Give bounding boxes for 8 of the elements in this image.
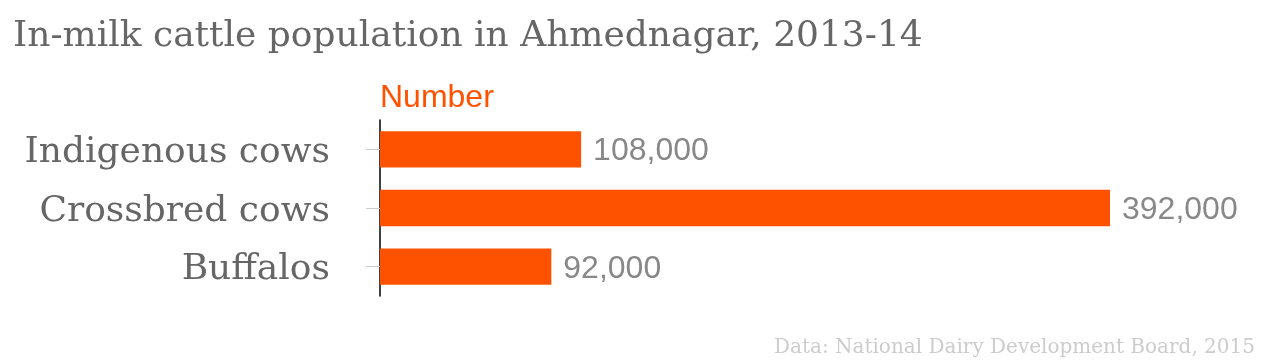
y-tick-label: Crossbred cows (39, 187, 330, 229)
data-label: 108,000 (593, 131, 709, 168)
data-label: 92,000 (563, 248, 662, 285)
x-axis-title: Number (380, 78, 495, 114)
chart-title: In-milk cattle population in Ahmednagar, 2013-14 (13, 12, 923, 54)
y-tick-label: Buffalos (181, 246, 330, 288)
data-label: 392,000 (1122, 190, 1238, 226)
y-tick-label: Indigenous cows (24, 128, 330, 170)
